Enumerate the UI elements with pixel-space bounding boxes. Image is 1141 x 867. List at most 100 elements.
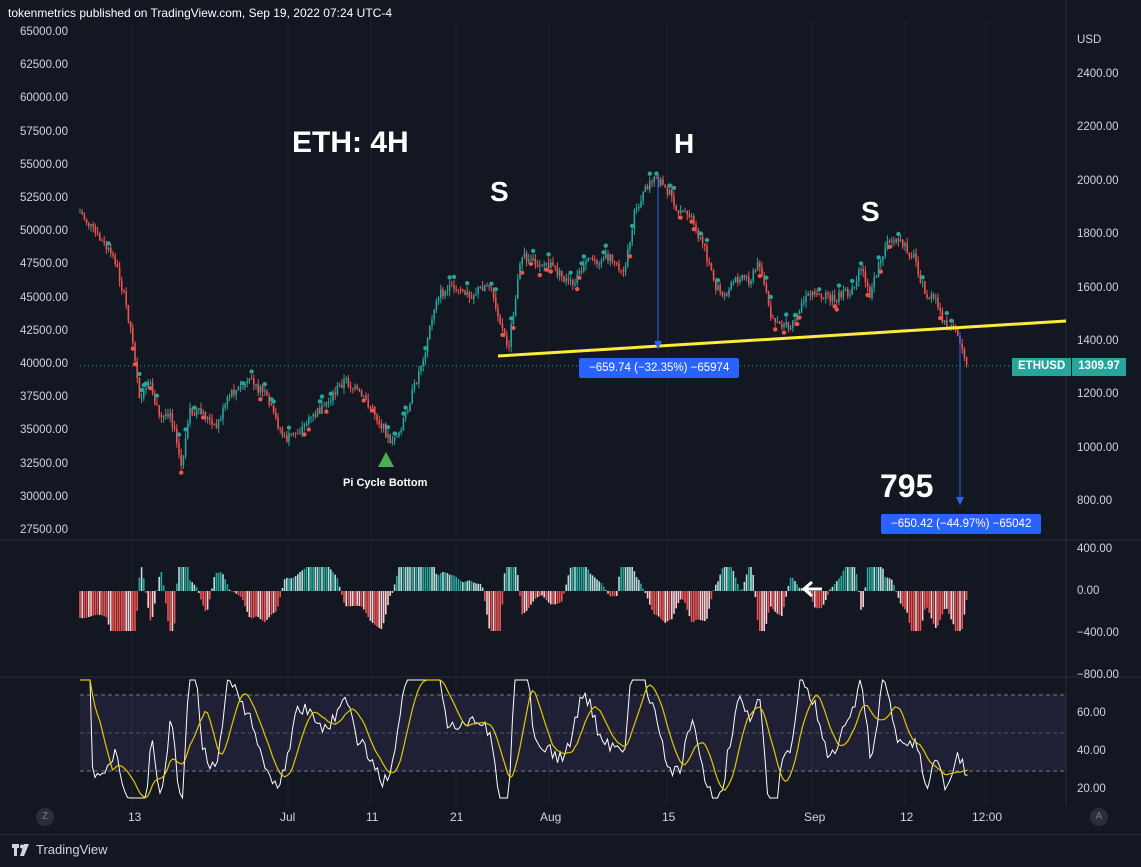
histogram-bar bbox=[660, 591, 662, 619]
oscillator-histogram bbox=[79, 567, 968, 631]
histogram-bar bbox=[237, 591, 240, 596]
histogram-bar bbox=[776, 591, 779, 614]
measure-box-2[interactable]: −650.42 (−44.97%) −65042 bbox=[881, 514, 1042, 534]
histogram-bar bbox=[690, 591, 693, 622]
tradingview-logo[interactable]: TradingView bbox=[12, 842, 108, 857]
histogram-bar bbox=[418, 567, 420, 591]
histogram-bar bbox=[664, 591, 666, 623]
histogram-bar bbox=[732, 570, 735, 591]
candle-body bbox=[719, 285, 721, 292]
histogram-bar bbox=[591, 575, 594, 591]
candle-body bbox=[446, 290, 449, 292]
candle-body bbox=[794, 320, 796, 322]
candle-body bbox=[668, 189, 671, 195]
histogram-bar bbox=[501, 591, 504, 605]
histogram-bar bbox=[932, 591, 935, 625]
candle-body bbox=[805, 295, 807, 302]
histogram-bar bbox=[378, 591, 380, 629]
histogram-bar bbox=[160, 572, 163, 591]
histogram-bar bbox=[921, 591, 924, 621]
histogram-bar bbox=[671, 591, 673, 620]
histogram-bar bbox=[739, 589, 741, 591]
candle-body bbox=[574, 283, 576, 285]
candle-body bbox=[891, 240, 893, 243]
histogram-bar bbox=[495, 591, 497, 631]
candle-body bbox=[413, 382, 416, 390]
histogram-bar bbox=[488, 591, 490, 629]
candle-body bbox=[767, 291, 770, 306]
histogram-bar bbox=[959, 591, 961, 631]
histogram-bar bbox=[272, 591, 275, 614]
candle-body bbox=[693, 215, 695, 225]
histogram-bar bbox=[712, 590, 715, 591]
histogram-bar bbox=[79, 591, 81, 618]
histogram-bar bbox=[545, 591, 548, 600]
candle-body bbox=[248, 378, 251, 381]
candle-body bbox=[926, 293, 928, 299]
histogram-bar bbox=[473, 582, 475, 591]
histogram-bar bbox=[92, 591, 94, 616]
candle-body bbox=[442, 289, 444, 296]
left-axis-tick: 32500.00 bbox=[20, 457, 68, 470]
histogram-bar bbox=[862, 591, 864, 608]
candle-body bbox=[492, 288, 495, 298]
measure-box-1[interactable]: −659.74 (−32.35%) −65974 bbox=[579, 358, 740, 378]
candle-body bbox=[385, 423, 387, 438]
histogram-bar bbox=[684, 591, 686, 604]
histogram-bar bbox=[213, 577, 215, 591]
histogram-bar bbox=[770, 591, 772, 607]
histogram-bar bbox=[182, 567, 185, 591]
candle-body bbox=[829, 294, 831, 302]
histogram-bar bbox=[499, 591, 501, 631]
candle-body bbox=[303, 424, 306, 427]
time-axis-label: 12:00 bbox=[972, 810, 1003, 824]
candle-body bbox=[363, 395, 365, 397]
auto-scale-button[interactable]: A bbox=[1090, 808, 1108, 826]
pivot-dot bbox=[878, 269, 883, 274]
histogram-bar bbox=[644, 591, 647, 594]
candle-body bbox=[237, 387, 240, 391]
histogram-bar bbox=[310, 567, 312, 591]
neckline bbox=[497, 319, 1067, 358]
histogram-bar bbox=[446, 573, 449, 591]
histogram-bar bbox=[413, 567, 416, 591]
candle-body bbox=[279, 428, 281, 430]
candle-body bbox=[204, 411, 207, 420]
histogram-bar bbox=[123, 591, 125, 631]
pivot-dot bbox=[579, 261, 584, 266]
candle-body bbox=[187, 423, 189, 439]
histogram-bar bbox=[635, 577, 638, 591]
candle-body bbox=[191, 408, 193, 415]
histogram-bar bbox=[917, 591, 919, 631]
candle-body bbox=[426, 338, 429, 353]
candle-body bbox=[803, 301, 805, 304]
histogram-bar bbox=[924, 591, 926, 610]
left-axis-tick: 27500.00 bbox=[20, 524, 68, 536]
histogram-bar bbox=[514, 567, 517, 591]
pivot-dot bbox=[876, 255, 881, 260]
candle-body bbox=[679, 210, 682, 214]
histogram-bar bbox=[112, 591, 114, 631]
candle-body bbox=[598, 263, 600, 265]
candle-body bbox=[270, 404, 273, 406]
histogram-bar bbox=[281, 588, 284, 591]
pivot-dot bbox=[548, 269, 553, 274]
candle-body bbox=[407, 411, 409, 413]
histogram-bar bbox=[169, 591, 171, 631]
candle-body bbox=[930, 294, 933, 300]
histogram-bar bbox=[279, 591, 281, 598]
candle-body bbox=[589, 258, 592, 260]
histogram-bar bbox=[668, 591, 671, 621]
pivot-dot bbox=[361, 398, 366, 403]
candle-body bbox=[200, 408, 202, 415]
pivot-dot bbox=[715, 278, 721, 283]
histogram-bar bbox=[429, 567, 431, 591]
reset-zoom-button[interactable]: Z bbox=[36, 808, 54, 826]
histogram-bar bbox=[334, 574, 336, 591]
candle-body bbox=[554, 265, 556, 268]
pivot-dot bbox=[887, 244, 892, 250]
histogram-bar bbox=[512, 567, 515, 591]
histogram-bar bbox=[567, 575, 570, 591]
